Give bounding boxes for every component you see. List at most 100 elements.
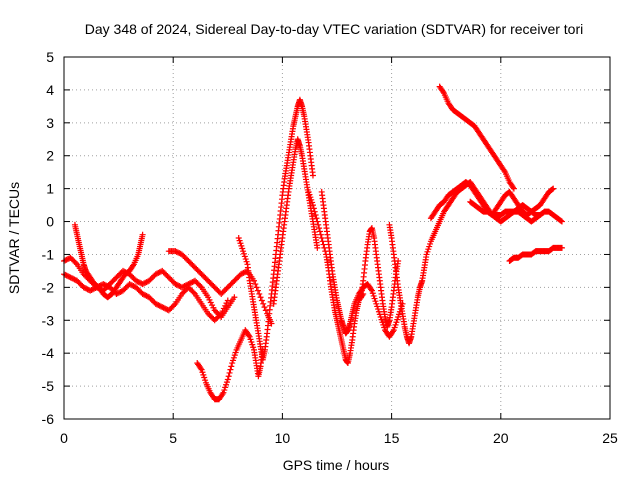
data-point-marker [139,231,146,238]
data-point-marker [206,279,213,286]
data-point-marker [185,284,192,291]
data-point-marker [71,258,78,265]
data-point-marker [226,283,233,290]
data-point-marker [213,315,220,322]
data-point-marker [210,283,217,290]
x-tick-label: 10 [275,430,291,446]
data-point-marker [214,314,221,321]
data-point-marker [112,275,119,282]
data-point-marker [160,304,167,311]
data-point-marker [558,217,565,224]
data-point-marker [396,311,403,318]
y-tick-label: -4 [42,345,55,361]
data-point-marker [190,278,197,285]
data-point-marker [130,262,137,269]
grid-lines [64,57,610,419]
data-point-marker [134,285,141,292]
data-point-marker [133,284,140,291]
data-point-marker [178,290,185,297]
data-point-marker [66,273,73,280]
data-point-marker [426,243,433,250]
data-point-marker [140,291,147,298]
data-point-marker [201,374,208,381]
data-point-marker [314,244,321,251]
data-point-marker [108,279,115,286]
data-point-marker [68,275,75,282]
data-point-marker [223,381,230,388]
data-point-marker [121,286,128,293]
data-point-marker [143,279,150,286]
data-points [61,83,565,403]
y-tick-label: -3 [42,312,55,328]
data-point-marker [67,254,74,261]
data-point-marker [190,263,197,270]
data-point-marker [239,245,246,252]
data-point-marker [202,275,209,282]
data-point-marker [199,369,206,376]
data-point-marker [222,384,229,391]
data-point-marker [378,316,385,323]
data-point-marker [100,281,107,288]
data-point-marker [165,274,172,281]
data-point-marker [156,302,163,309]
data-point-marker [558,244,565,251]
data-point-marker [230,357,237,364]
data-point-marker [425,246,432,253]
data-point-marker [314,218,321,225]
data-point-marker [206,296,213,303]
data-point-marker [247,336,254,343]
data-point-marker [169,303,176,310]
data-point-marker [260,300,267,307]
data-point-marker [235,235,242,241]
data-point-marker [375,306,382,313]
data-point-marker [188,279,195,286]
data-point-marker [248,338,255,345]
data-point-marker [371,295,378,302]
data-point-marker [375,308,382,315]
data-point-marker [80,284,87,291]
data-point-marker [116,271,123,278]
data-point-marker [147,276,154,283]
data-point-marker [240,250,247,257]
data-point-marker [68,256,75,263]
data-point-marker [135,279,142,286]
y-tick-label: 5 [46,49,54,65]
data-point-marker [219,390,226,397]
data-point-marker [369,290,376,297]
data-point-marker [122,285,129,292]
data-point-marker [510,185,517,192]
data-point-marker [211,284,218,291]
data-point-marker [319,238,326,245]
data-point-marker [373,300,380,307]
data-point-marker [368,286,375,293]
data-point-marker [184,256,191,263]
data-point-marker [372,298,379,305]
data-point-marker [114,273,121,280]
data-point-marker [176,283,183,290]
data-point-marker [117,270,124,277]
data-point-marker [239,270,246,277]
data-point-marker [200,371,207,378]
data-point-marker [119,267,126,274]
data-point-marker [142,279,149,286]
data-point-marker [152,300,159,307]
data-point-marker [104,283,111,290]
data-point-marker [233,275,240,282]
data-point-marker [172,248,179,255]
data-point-marker [197,365,204,372]
data-point-marker [209,314,216,321]
data-point-marker [146,294,153,301]
data-point-marker [220,305,227,312]
data-point-marker [81,285,88,292]
data-point-marker [163,271,170,278]
data-point-marker [199,272,206,279]
data-point-marker [392,321,399,328]
data-point-marker [159,267,166,274]
data-point-marker [550,185,557,192]
data-point-marker [63,272,70,279]
data-point-marker [188,286,195,293]
data-point-marker [222,302,229,309]
chart-title: Day 348 of 2024, Sidereal Day-to-day VTE… [85,21,584,37]
data-point-marker [181,283,188,290]
data-point-marker [180,283,187,290]
